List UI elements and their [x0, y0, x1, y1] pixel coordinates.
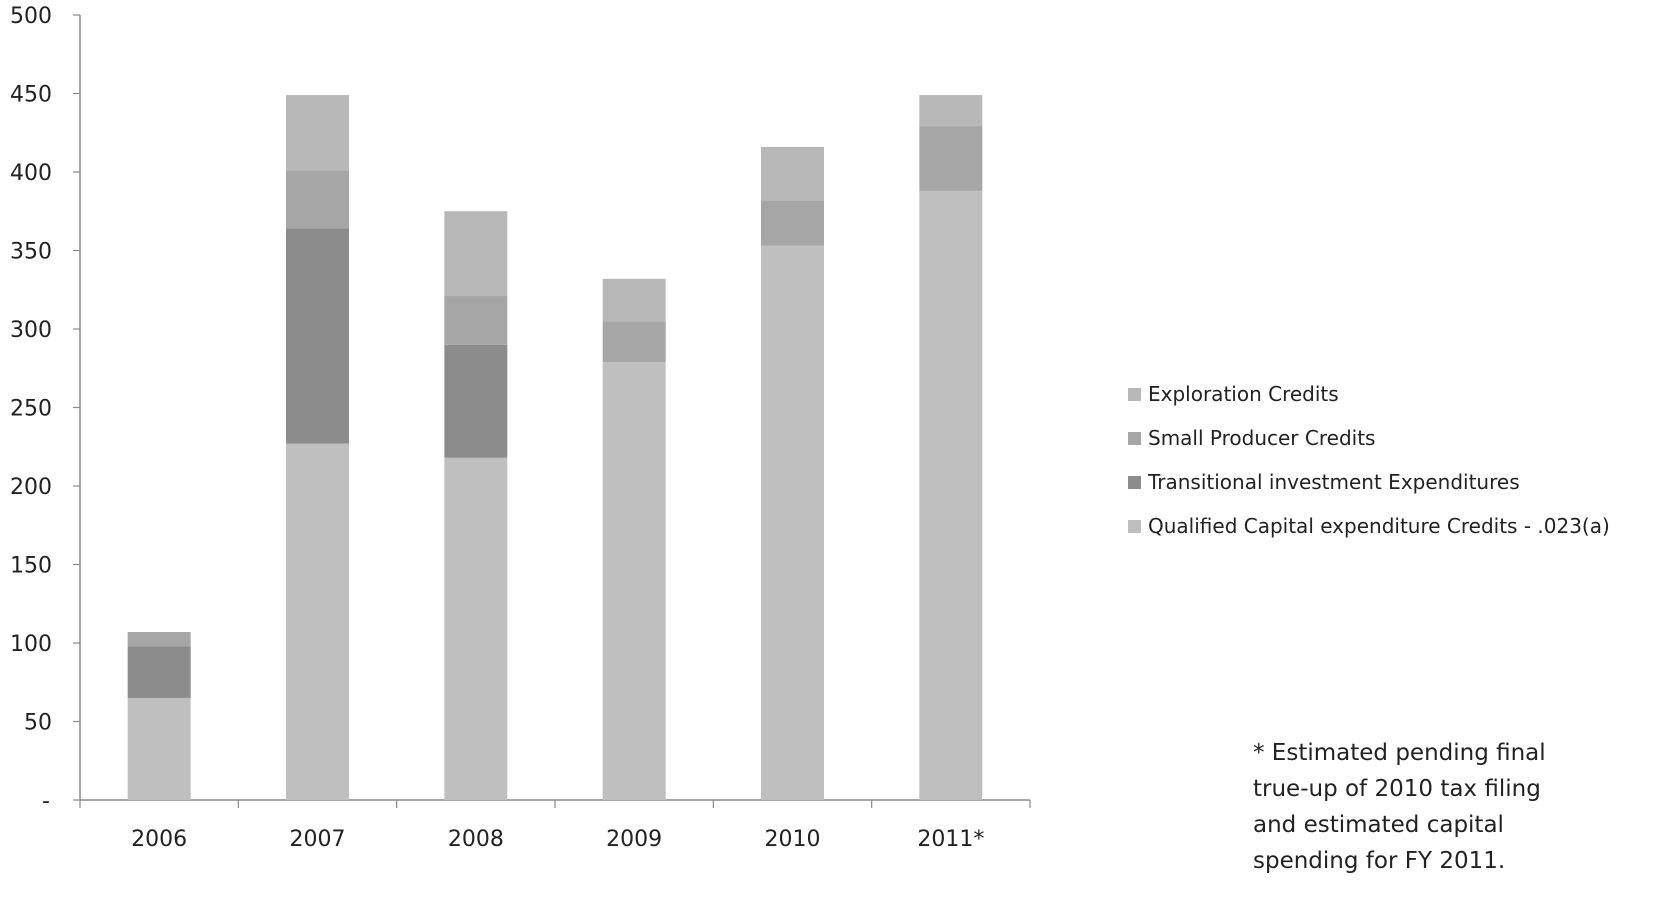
- y-tick-label: 300: [10, 318, 52, 343]
- bars: [127, 95, 983, 801]
- y-tick-label: 200: [10, 475, 52, 500]
- x-category-label: 2007: [290, 827, 346, 852]
- x-category-label: 2006: [131, 827, 187, 852]
- bar-segment: [919, 95, 983, 127]
- legend-label: Transitional investment Expenditures: [1148, 470, 1520, 494]
- bar-segment: [286, 443, 349, 800]
- y-axis: - 50 100 150 200 250 300 350 400 450 500: [10, 4, 81, 814]
- bar-segment: [919, 190, 983, 801]
- x-axis: 2006 2007 2008 2009 2010 2011*: [79, 799, 1031, 852]
- bar-segment: [444, 211, 508, 297]
- bar-segment: [761, 146, 824, 201]
- legend: Exploration Credits Small Producer Credit…: [1128, 372, 1610, 548]
- legend-swatch: [1128, 387, 1141, 401]
- y-tick-label: -: [42, 789, 50, 814]
- x-category-label: 2010: [765, 827, 821, 852]
- y-tick-label: 150: [10, 554, 52, 579]
- bar-segment: [444, 296, 508, 345]
- bar-segment: [286, 170, 349, 229]
- legend-item: Qualified Capital expenditure Credits - …: [1128, 504, 1610, 548]
- legend-label: Exploration Credits: [1148, 382, 1339, 406]
- footnote: * Estimated pending final true-up of 201…: [1253, 740, 1546, 874]
- x-category-label: 2011*: [917, 827, 984, 852]
- bar-segment: [444, 457, 508, 800]
- bar-segment: [127, 632, 191, 647]
- bar-segment: [286, 228, 349, 444]
- x-category-label: 2009: [606, 827, 662, 852]
- legend-swatch: [1128, 431, 1141, 445]
- bar-segment: [286, 95, 349, 171]
- x-category-label: 2008: [448, 827, 504, 852]
- bar-segment: [444, 344, 508, 458]
- legend-label: Small Producer Credits: [1148, 426, 1376, 450]
- y-tick-label: 500: [10, 4, 52, 29]
- bar-segment: [761, 200, 824, 246]
- bar-segment: [602, 278, 666, 322]
- y-tick-label: 350: [10, 240, 52, 265]
- y-tick-label: 250: [10, 397, 52, 422]
- legend-item: Small Producer Credits: [1128, 416, 1610, 460]
- y-tick-label: 400: [10, 161, 52, 186]
- bar-segment: [127, 697, 191, 800]
- y-tick-label: 50: [24, 711, 52, 736]
- bar-segment: [127, 646, 191, 698]
- legend-label: Qualified Capital expenditure Credits - …: [1148, 514, 1610, 538]
- legend-swatch: [1128, 519, 1141, 533]
- bar-segment: [761, 245, 824, 801]
- bar-segment: [602, 321, 666, 362]
- legend-swatch: [1128, 475, 1141, 489]
- y-tick-label: 100: [10, 632, 52, 657]
- y-tick-label: 450: [10, 83, 52, 108]
- bar-segment: [919, 126, 983, 191]
- legend-item: Exploration Credits: [1128, 372, 1610, 416]
- legend-item: Transitional investment Expenditures: [1128, 460, 1610, 504]
- bar-segment: [602, 361, 666, 800]
